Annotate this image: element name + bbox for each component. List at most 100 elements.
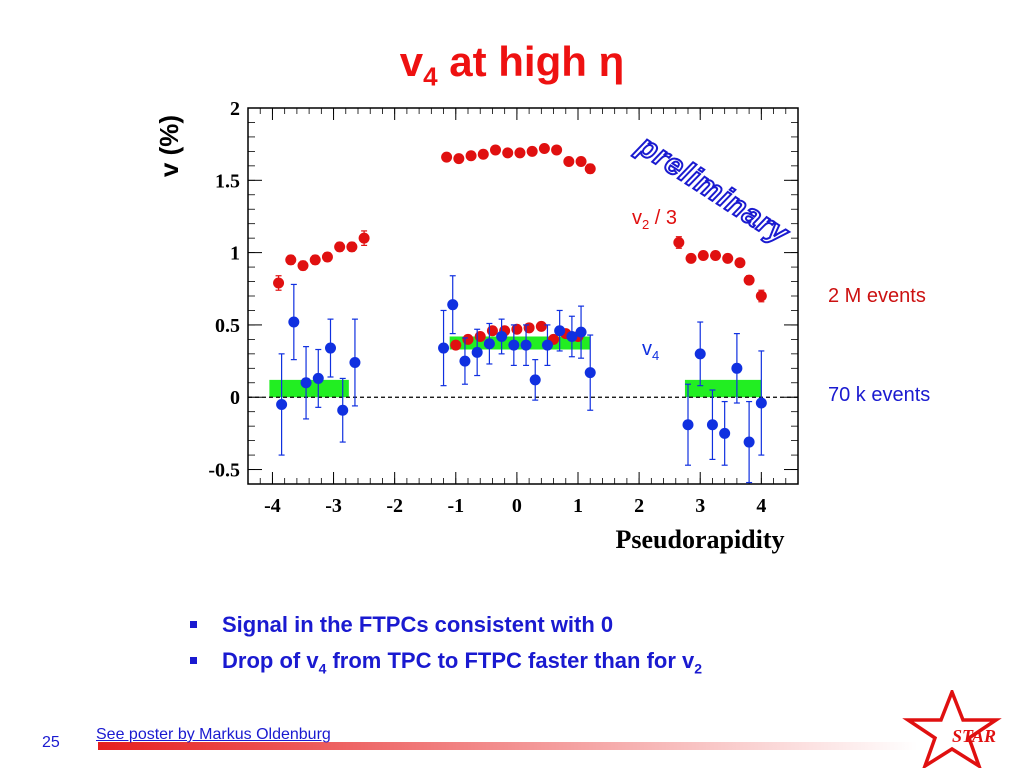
- bullet-text: Signal in the FTPCs consistent with 0: [222, 612, 614, 637]
- v2-events-label: 2 M events: [828, 285, 926, 307]
- v2-data-point: [722, 252, 734, 264]
- bullet-text-pre: Drop of v: [222, 648, 319, 673]
- x-tick-label: 3: [695, 495, 705, 517]
- v2-data-point: [334, 241, 346, 253]
- y-tick-label: 0.5: [215, 315, 240, 337]
- v4-data-point: [743, 436, 755, 448]
- bullet-square-icon: [190, 621, 197, 628]
- v2-data-point: [462, 333, 474, 345]
- y-tick-label: 0: [230, 387, 240, 409]
- bullet-item: Drop of v4 from TPC to FTPC faster than …: [190, 648, 950, 676]
- systematic-band: [269, 379, 349, 398]
- v4-data-point: [575, 326, 587, 338]
- v2-data-point: [575, 156, 587, 168]
- v4-data-point: [447, 299, 459, 311]
- v2-data-point: [755, 290, 767, 302]
- v4-data-point: [682, 419, 694, 431]
- v4-data-point: [312, 372, 324, 384]
- y-tick-label: 1.5: [215, 170, 240, 192]
- preliminary-watermark: preliminary: [631, 129, 795, 251]
- logo-text: STAR: [952, 726, 996, 746]
- bullet-square-icon: [190, 657, 197, 664]
- v2-data-point: [685, 252, 697, 264]
- x-tick-label: -2: [386, 495, 403, 517]
- v4-data-point: [541, 339, 553, 351]
- bullet-sub-4: 4: [318, 660, 327, 677]
- v2-data-point: [734, 257, 746, 269]
- title-main: v: [399, 38, 424, 85]
- v4-data-point: [438, 342, 450, 354]
- bullet-list: Signal in the FTPCs consistent with 0 Dr…: [190, 612, 950, 686]
- v4-data-point: [529, 374, 541, 386]
- v2-data-point: [477, 148, 489, 160]
- v2-data-point: [321, 251, 333, 263]
- x-tick-label: 0: [512, 495, 522, 517]
- v4-data-point: [483, 338, 495, 350]
- v2-data-point: [538, 142, 550, 154]
- v4-data-point: [496, 330, 508, 342]
- v2-data-point: [535, 320, 547, 332]
- v4-data-point: [584, 367, 596, 379]
- v4-data-point: [731, 362, 743, 374]
- v2-data-point: [285, 254, 297, 266]
- v4-annotation-main: v: [642, 338, 652, 360]
- v2-data-point: [526, 145, 538, 157]
- v2-data-point: [465, 150, 477, 162]
- v2-data-point: [523, 322, 535, 334]
- v2-data-point: [490, 144, 501, 156]
- v2-data-point: [453, 153, 465, 165]
- x-tick-label: -1: [447, 495, 464, 517]
- systematic-band: [684, 379, 762, 398]
- bullet-item: Signal in the FTPCs consistent with 0: [190, 612, 950, 638]
- v2-data-point: [502, 147, 514, 159]
- star-logo: STAR: [902, 690, 1002, 768]
- y-tick-label: 1: [230, 243, 240, 265]
- bullet-sub-2: 2: [694, 660, 703, 677]
- v2-data-point: [450, 339, 462, 351]
- v4-annotation-sub: 4: [652, 348, 659, 363]
- v4-data-point: [337, 404, 349, 416]
- v4-data-point: [349, 357, 361, 369]
- y-axis-label: v (%): [154, 115, 184, 177]
- v2-data-point: [563, 156, 575, 168]
- v2-data-point: [297, 260, 309, 272]
- v4-data-point: [520, 339, 532, 351]
- page-number: 25: [42, 734, 60, 751]
- bullet-text-mid: from TPC to FTPC faster than for v: [326, 648, 695, 673]
- v2-data-point: [474, 330, 486, 342]
- v2-data-point: [441, 151, 453, 163]
- star-icon: [902, 690, 1002, 768]
- v2-data-point: [514, 147, 526, 159]
- v4-data-point: [554, 325, 566, 337]
- v-vs-pseudorapidity-chart: -4 -3 -2 -1 0 1 2 3 4 -0.5 0 0.5 1 1.5 2 v (%) Pseudor…: [154, 98, 799, 554]
- v2-data-point: [551, 144, 563, 156]
- v2-annotation-main: v: [632, 207, 642, 229]
- v2-data-point: [309, 254, 321, 266]
- v2-data-point: [273, 277, 285, 289]
- v4-data-point: [694, 348, 706, 360]
- x-tick-label: 4: [756, 495, 766, 517]
- y-tick-label: 2: [230, 98, 240, 120]
- footer-bar: [98, 742, 918, 750]
- v2-data-point: [743, 274, 755, 286]
- v2-data-point: [584, 163, 596, 175]
- v2-data-point: [673, 236, 685, 248]
- slide-title: v4 at high η: [0, 38, 1024, 92]
- v4-data-point: [459, 355, 471, 367]
- v4-data-point: [755, 397, 767, 409]
- v4-data-point: [566, 330, 578, 342]
- v2-data-point: [486, 325, 498, 337]
- v2-data-point: [346, 241, 358, 253]
- title-subscript: 4: [423, 61, 438, 92]
- x-tick-label: -3: [325, 495, 342, 517]
- y-tick-label: -0.5: [208, 460, 240, 482]
- v2-annotation-sub: 2: [642, 217, 649, 232]
- v4-data-point: [325, 342, 336, 354]
- v4-data-point: [719, 427, 731, 439]
- v4-data-point: [706, 419, 718, 431]
- v2-data-point: [710, 250, 721, 262]
- v2-annotation-tail: / 3: [649, 207, 677, 229]
- poster-link[interactable]: See poster by Markus Oldenburg: [96, 726, 331, 743]
- v4-data-point: [471, 346, 483, 358]
- v2-data-point: [697, 250, 709, 262]
